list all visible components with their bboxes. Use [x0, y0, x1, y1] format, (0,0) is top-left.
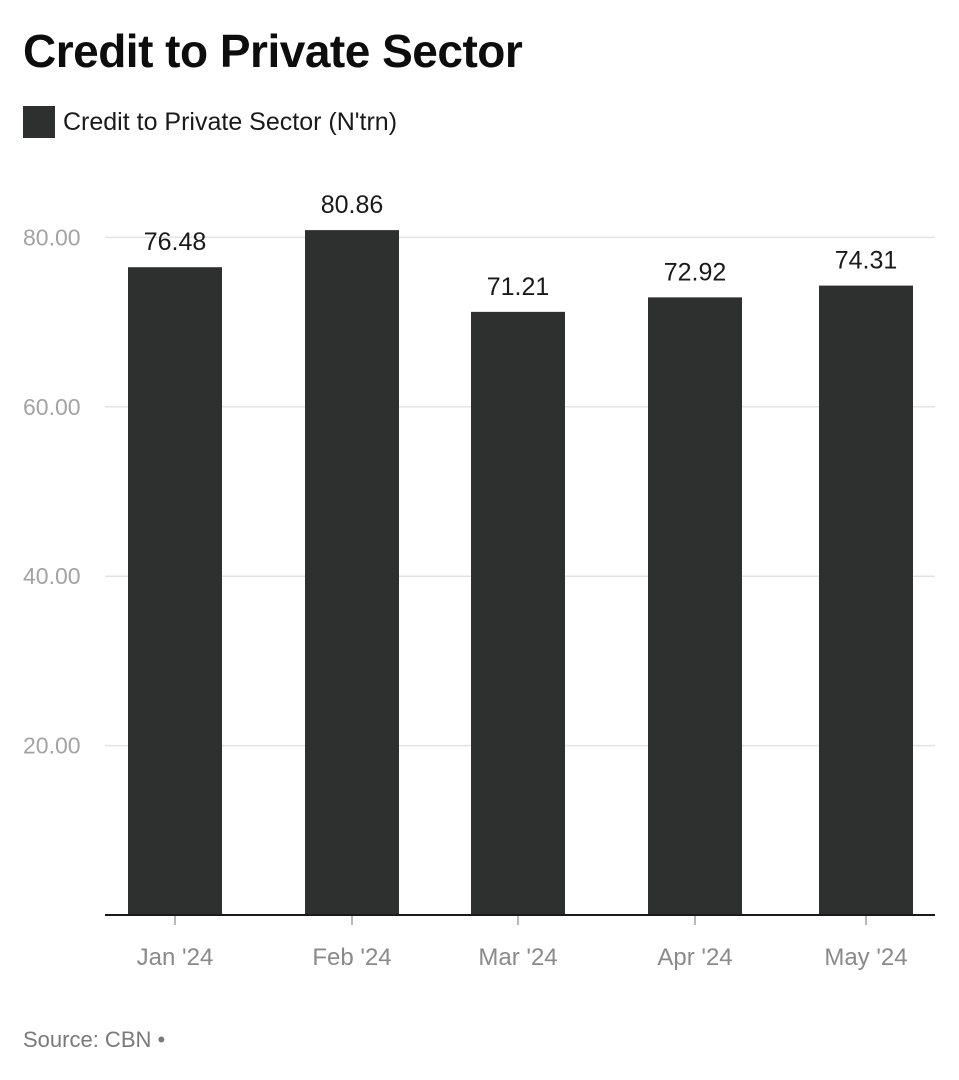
bar — [305, 230, 399, 916]
x-tick-label: Jan '24 — [137, 944, 214, 971]
data-label: 74.31 — [835, 247, 898, 275]
data-label: 80.86 — [321, 191, 384, 219]
bar — [128, 267, 222, 916]
y-tick-label: 60.00 — [23, 394, 81, 420]
bar-chart: 20.00 40.00 60.00 80.00 76.48 Jan '24 80.86 Feb… — [23, 191, 935, 971]
source-note: Source: CBN • — [23, 1027, 166, 1052]
data-label: 76.48 — [144, 228, 207, 256]
legend-swatch — [23, 106, 55, 138]
x-tick-label: Feb '24 — [312, 944, 391, 971]
bar — [471, 311, 565, 915]
legend: Credit to Private Sector (N'trn) — [23, 106, 397, 138]
x-tick-label: Apr '24 — [657, 944, 732, 971]
bar — [648, 297, 742, 915]
x-tick-label: Mar '24 — [478, 944, 557, 971]
chart-title: Credit to Private Sector — [23, 25, 523, 77]
bar — [819, 285, 913, 915]
data-label: 72.92 — [664, 258, 727, 286]
data-label: 71.21 — [487, 273, 550, 301]
legend-label: Credit to Private Sector (N'trn) — [63, 107, 398, 136]
y-tick-label: 20.00 — [23, 733, 81, 759]
y-tick-label: 80.00 — [23, 224, 81, 250]
y-tick-label: 40.00 — [23, 563, 81, 589]
x-tick-label: May '24 — [824, 944, 907, 971]
